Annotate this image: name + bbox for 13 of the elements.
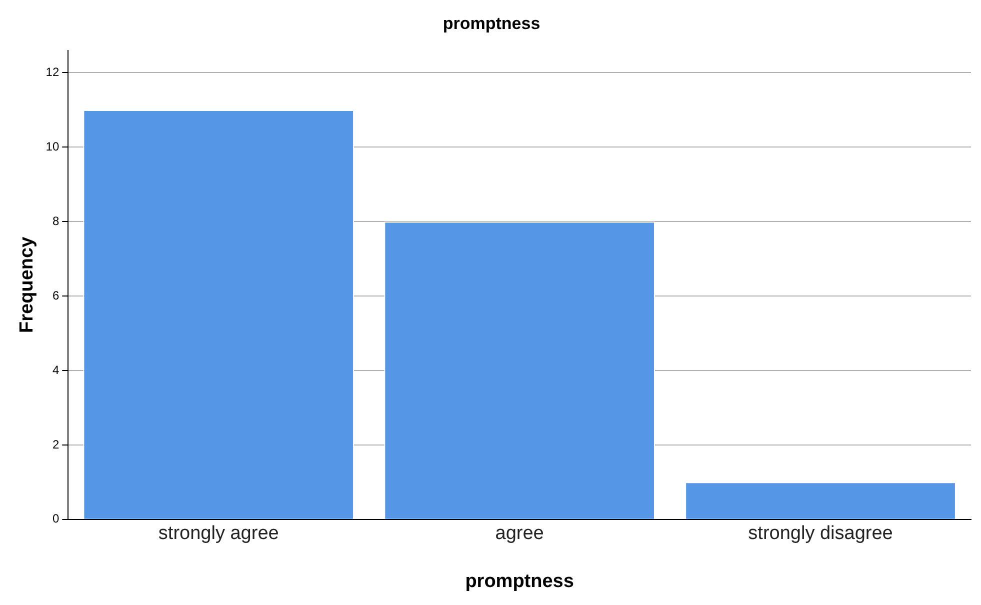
chart-title: promptness <box>442 14 540 33</box>
y-tick-label: 12 <box>46 65 60 80</box>
x-tick-label: agree <box>495 523 544 544</box>
y-axis-title: Frequency <box>16 236 38 333</box>
x-tick-label: strongly disagree <box>748 523 893 544</box>
y-tick-label: 0 <box>52 512 60 526</box>
y-tick-label: 8 <box>52 214 60 228</box>
y-tick-label: 2 <box>52 437 60 452</box>
y-tick-label: 10 <box>46 139 60 154</box>
y-tick-label: 6 <box>52 288 60 302</box>
x-axis-title: promptness <box>465 570 574 592</box>
y-tick-label: 4 <box>52 362 60 377</box>
x-tick-label: strongly agree <box>158 523 279 544</box>
